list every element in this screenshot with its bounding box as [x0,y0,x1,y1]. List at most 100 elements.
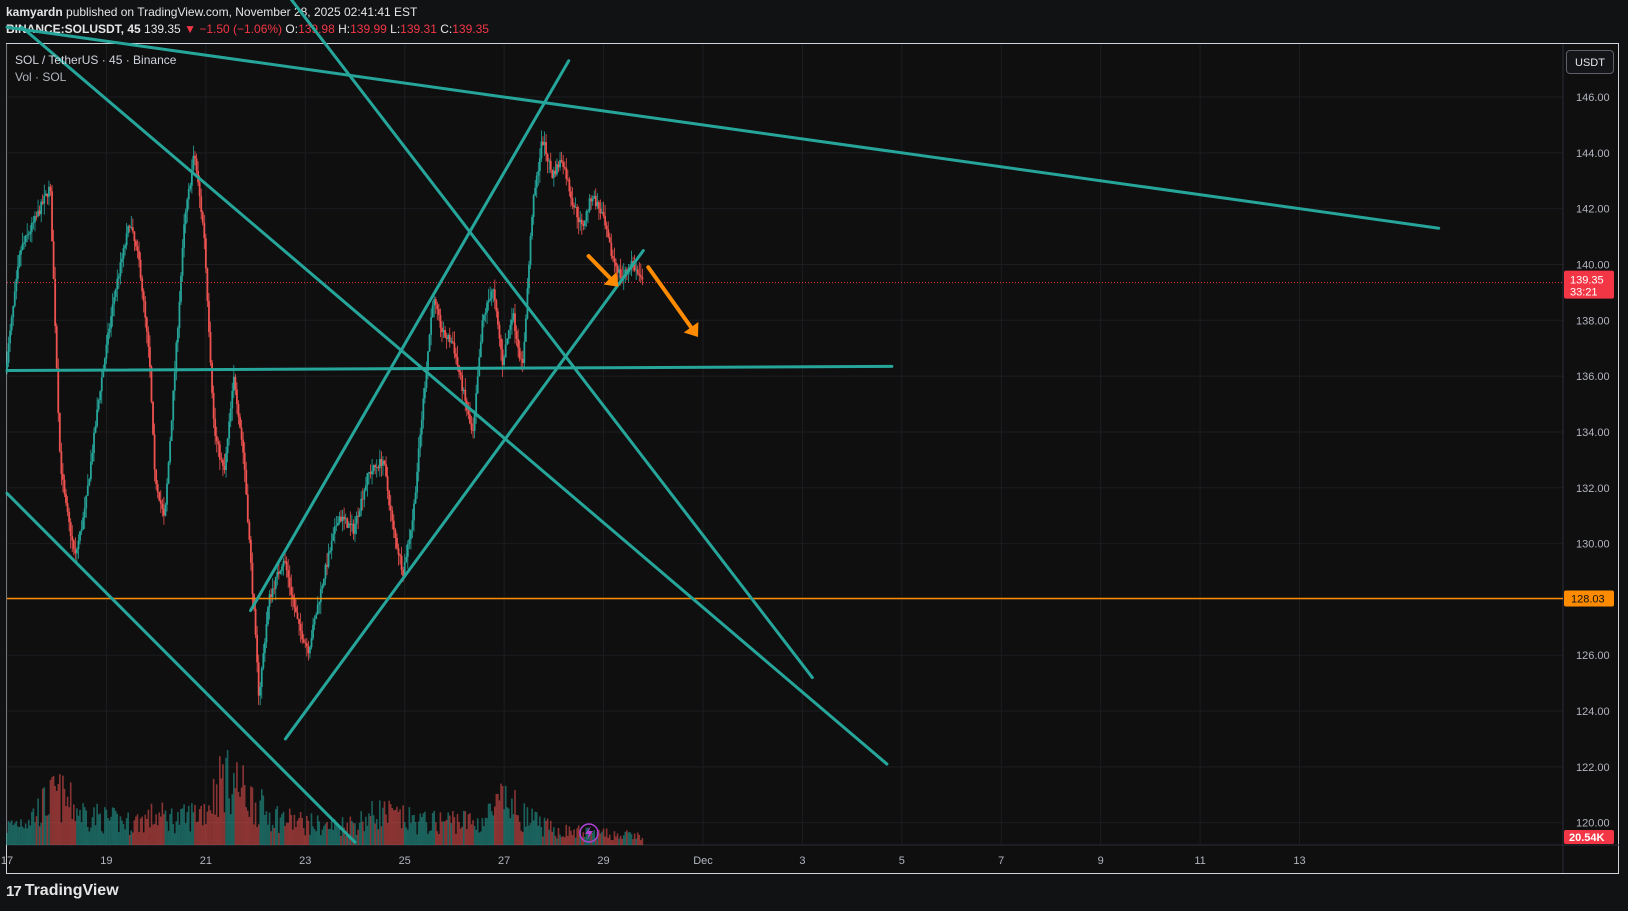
trendline[interactable] [280,0,814,680]
candle-body [425,370,428,389]
volume-bar [262,795,265,845]
time-axis[interactable]: 17 19 21 23 25 27 29 Dec 3 5 7 9 11 13 [1,855,1306,867]
tradingview-logo[interactable]: 17 TradingView [6,882,119,900]
volume-bar [296,820,299,845]
candle-body [88,479,91,486]
candle-body [492,289,495,292]
trendlines[interactable] [5,0,1441,844]
volume-bar [386,822,389,845]
volume-bar [365,816,367,845]
volume-legend[interactable]: Vol · SOL [15,70,67,84]
volume-bar [264,814,266,845]
candle-body [226,438,229,454]
trendline[interactable] [283,249,645,741]
volume-bar [608,834,611,845]
candle-body [431,305,434,318]
candle-body [318,602,321,605]
down-arrow-shaft[interactable] [646,265,694,330]
volume-bar [624,831,627,845]
volume-bar [361,821,364,845]
candle-body [155,469,158,485]
volume-bar [486,818,488,845]
candle-body [40,201,43,215]
arrow-annotations[interactable] [586,254,699,338]
volume-bar [473,825,476,845]
trendline[interactable] [5,364,894,373]
trendline[interactable] [5,491,357,844]
candle-body [290,586,293,595]
volume-bar [96,803,98,845]
volume-bar [37,798,39,845]
currency-button[interactable]: USDT [1566,50,1614,74]
author-name[interactable]: kamyardn [6,5,63,19]
trendline[interactable] [249,59,571,613]
lightning-icon[interactable] [579,823,599,843]
chart-frame[interactable] [6,43,1619,874]
volume-bar [18,826,21,845]
volume-bar [515,814,518,845]
volume-bar [292,829,294,845]
volume-bar [532,820,535,845]
down-arrow-icon[interactable] [603,271,619,287]
volume-bar [557,828,560,845]
trendline[interactable] [20,25,889,766]
series-title[interactable]: SOL / TetherUS · 45 · Binance [15,53,177,67]
volume-bar [422,813,425,845]
candle-body [500,338,502,350]
candle-body [358,511,361,517]
volume-bar [178,824,181,845]
candle-body [483,314,485,321]
candle-body [248,522,251,540]
candle-body [21,243,24,250]
volume-bar [12,825,15,845]
volume-bar [630,834,633,845]
volume-bar [453,817,456,845]
candle-body [321,585,324,589]
candle-body [594,195,597,207]
candle-body [315,614,318,619]
time-tick-label: 11 [1194,855,1205,867]
volume-bar [80,822,83,845]
volume-bar [424,811,426,845]
candle-body [281,566,283,571]
candle-body [408,539,411,544]
volume-bar [102,833,105,845]
volume-bar [27,819,30,845]
volume-bar [546,818,549,845]
volume-bar [260,789,263,845]
candle-body [517,338,520,348]
volume-bar [492,815,495,845]
candle-body [234,376,237,390]
volume-bar [438,833,440,845]
candle-body [147,331,150,347]
candle-body [538,158,541,172]
price-tick-label: 142.00 [1576,204,1610,216]
volume-bar [194,804,196,845]
down-arrow-shaft[interactable] [586,254,613,281]
candle-body [312,624,314,639]
candle-body [414,492,417,504]
volume-bar [598,829,600,845]
volume-bar [163,814,165,845]
candle-body [526,288,529,319]
candle-body [361,498,364,500]
volume-bar [521,831,524,845]
down-arrow-icon[interactable] [683,322,699,338]
volume-bar [633,833,636,845]
price-tick-label: 124.00 [1576,706,1610,718]
volume-bar [276,806,279,845]
candle-body [242,439,245,453]
volume-bar [318,821,321,845]
price-axis[interactable]: 146.00 144.00 142.00 140.00 138.00 136.00 134.… [1576,92,1610,830]
volume-bar [442,821,445,845]
volume-bar [344,835,347,845]
candle-body [267,606,269,625]
candle-body [167,462,170,484]
low-value: 139.31 [400,22,437,36]
candle-body [319,588,322,603]
volume-bar [270,831,272,845]
volume-bar [40,822,42,845]
volume-bar [380,826,383,845]
trendline[interactable] [5,25,1441,230]
